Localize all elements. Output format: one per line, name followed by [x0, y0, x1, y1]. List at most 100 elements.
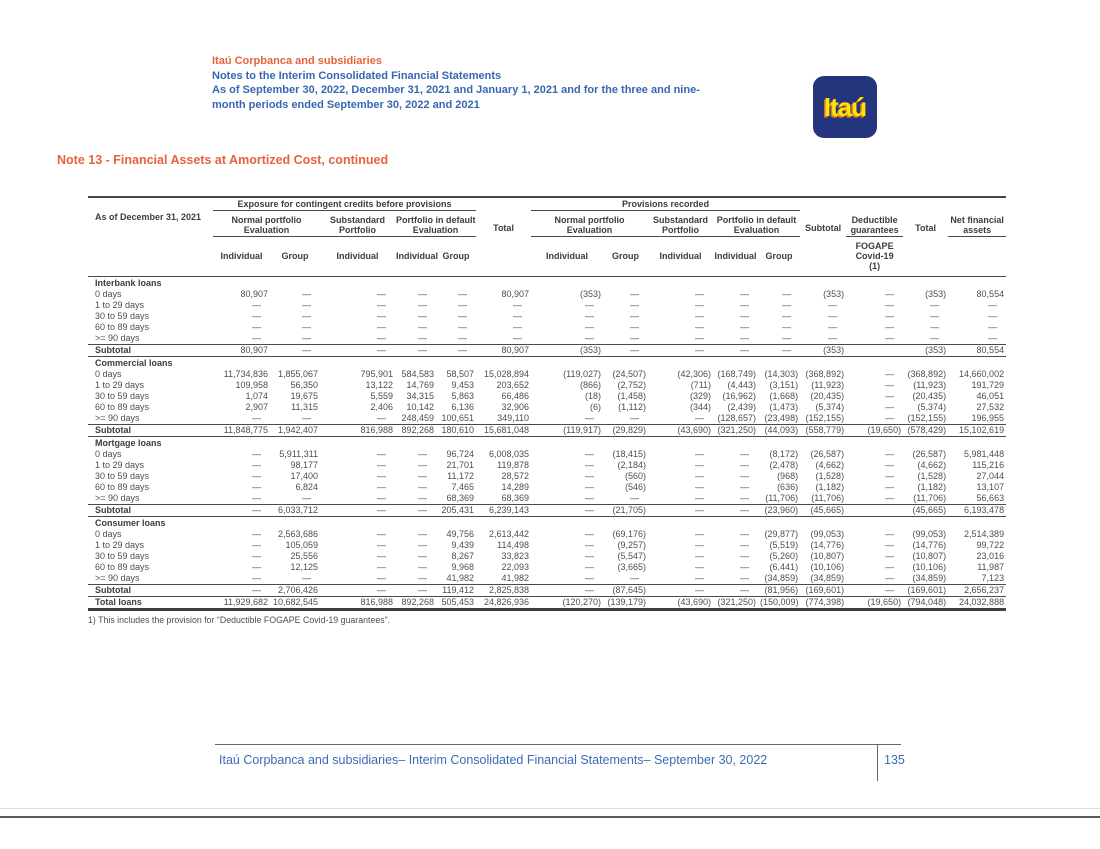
value-cell: — — [648, 583, 714, 597]
value-cell: (11,706) — [765, 492, 799, 503]
note-title: Note 13 - Financial Assets at Amortized … — [57, 153, 389, 167]
value-cell: — — [418, 481, 427, 492]
value-cell: (8,172) — [769, 448, 799, 459]
value-cell: (794,048) — [903, 595, 949, 611]
value-cell: — — [828, 310, 838, 321]
value-cell: — — [885, 459, 895, 470]
corner-label: As of December 31, 2021 — [95, 212, 202, 222]
value-cell: — — [782, 321, 792, 332]
section-header-row: Commercial loans — [88, 356, 1006, 369]
value-cell: 17,400 — [290, 470, 318, 481]
value-cell: 58,507 — [446, 368, 475, 379]
column-header: Individual — [648, 236, 714, 277]
header-spacer — [948, 236, 1007, 277]
value-cell: 205,431 — [436, 503, 477, 517]
row-label: Subtotal — [88, 503, 213, 517]
value-cell: (29,829) — [603, 423, 649, 437]
value-cell — [846, 343, 904, 357]
value-cell: — — [782, 299, 792, 310]
value-cell: 203,652 — [496, 379, 530, 390]
footnote: 1) This includes the provision for “Dedu… — [88, 614, 391, 625]
value-cell: 248,459 — [401, 412, 434, 423]
value-cell: 12,125 — [290, 561, 318, 572]
value-cell: (368,892) — [907, 368, 947, 379]
value-cell: — — [320, 503, 395, 517]
value-cell: — — [885, 561, 895, 572]
row-label: 1 to 29 days — [95, 299, 145, 310]
value-cell: (45,665) — [800, 503, 847, 517]
row-label: Total loans — [88, 595, 213, 611]
value-cell: (119,917) — [531, 423, 604, 437]
value-cell: — — [695, 310, 705, 321]
value-cell: — — [436, 343, 477, 357]
value-cell: — — [377, 528, 386, 539]
value-cell: 11,929,682 — [213, 595, 270, 611]
row-label: Subtotal — [88, 343, 213, 357]
value-cell: 68,369 — [501, 492, 530, 503]
value-cell: 7,123 — [981, 572, 1005, 583]
value-cell: — — [377, 550, 386, 561]
footer-divider — [215, 744, 901, 745]
subtotal-row: Subtotal —2,706,426— —119,412 2,825,838— (87… — [88, 583, 1007, 597]
value-cell: 5,559 — [370, 390, 393, 401]
value-cell: — — [885, 288, 895, 299]
table-row: 60 to 89 days 2,907 11,315 2,406 10,142 6,136… — [88, 402, 1006, 413]
value-cell: — — [302, 310, 311, 321]
value-cell: — — [695, 561, 705, 572]
value-cell: (2,439) — [727, 401, 757, 412]
value-cell: — — [740, 528, 750, 539]
header-group-row: As of December 31, 2021 Exposure for cont… — [88, 197, 1006, 222]
row-label: 30 to 59 days — [95, 390, 150, 401]
value-cell: — — [458, 288, 468, 299]
header-spacer — [903, 236, 949, 277]
value-cell: (344) — [690, 401, 712, 412]
value-cell: 100,651 — [441, 412, 475, 423]
value-cell: — — [418, 310, 427, 321]
column-header: Individual — [395, 236, 438, 277]
table-row: >= 90 days — — — 248,459 100,651 349,110 — — — (12… — [88, 413, 1006, 425]
value-cell: 1,942,407 — [270, 423, 320, 437]
value-cell: (14,303) — [764, 368, 799, 379]
row-label: 1 to 29 days — [95, 539, 145, 550]
group-header-exposure: Exposure for contingent credits before p… — [213, 197, 477, 211]
value-cell: 2,514,389 — [964, 528, 1005, 539]
value-cell: 99,722 — [976, 539, 1005, 550]
value-cell: — — [885, 481, 895, 492]
value-cell: — — [648, 343, 714, 357]
value-cell: — — [252, 481, 261, 492]
value-cell: — — [988, 321, 998, 332]
value-cell: — — [377, 561, 386, 572]
value-cell: — — [252, 310, 261, 321]
row-label: 0 days — [95, 288, 122, 299]
row-label: 60 to 89 days — [95, 321, 150, 332]
value-cell: — — [418, 321, 427, 332]
value-cell: — — [885, 401, 895, 412]
value-cell: — — [846, 583, 904, 597]
value-cell: 80,907 — [476, 343, 532, 357]
value-cell: — — [395, 503, 436, 517]
value-cell: 349,110 — [497, 412, 530, 423]
value-cell: 56,350 — [290, 379, 318, 390]
row-label: >= 90 days — [95, 572, 140, 583]
table-container: As of December 31, 2021 Exposure for cont… — [88, 196, 1008, 625]
value-cell: 41,982 — [501, 572, 530, 583]
value-cell: — — [377, 448, 386, 459]
value-cell: (4,662) — [917, 459, 947, 470]
table-row: 30 to 59 days — 25,556 — — 8,267 33,823 — (5,547… — [88, 551, 1006, 562]
table-row: 60 to 89 days — — — — — — — — — — — — — — — — [88, 322, 1006, 333]
value-cell: 25,556 — [290, 550, 318, 561]
value-cell: — — [270, 343, 320, 357]
value-cell: 10,682,545 — [270, 595, 320, 611]
bottom-edge-line-light — [0, 808, 1100, 809]
value-cell: — — [782, 288, 792, 299]
bottom-edge-line-dark — [0, 816, 1100, 818]
value-cell: — — [252, 572, 261, 583]
value-cell: 5,863 — [451, 390, 475, 401]
value-cell: 8,267 — [451, 550, 475, 561]
value-cell: — — [252, 539, 261, 550]
column-header: Group — [436, 236, 477, 277]
header-spacer — [476, 197, 531, 210]
value-cell: 27,532 — [976, 401, 1005, 412]
value-cell: — — [782, 310, 792, 321]
